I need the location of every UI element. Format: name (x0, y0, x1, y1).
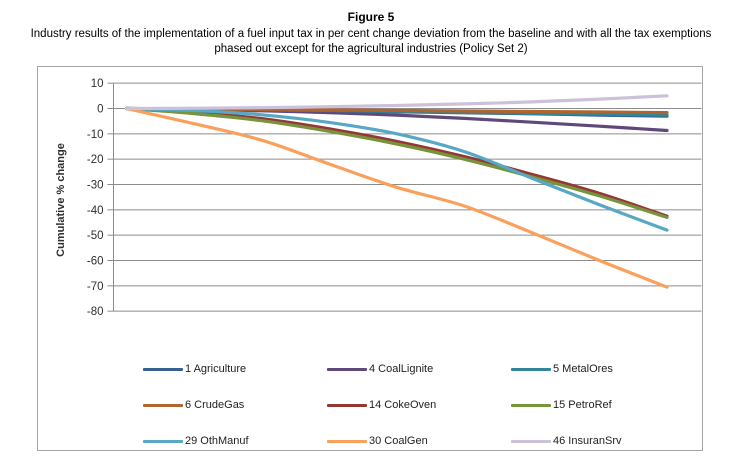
legend-label: 46 InsuranSrv (553, 435, 622, 447)
y-tick-label: -80 (87, 306, 104, 318)
legend-item-4-coallignite: 4 CoalLignite (327, 363, 511, 375)
legend-swatch (143, 439, 183, 443)
y-tick-label: -20 (87, 154, 104, 166)
legend-label: 30 CoalGen (369, 435, 428, 447)
y-tick-label: -70 (87, 281, 104, 293)
series-line-46-insuransrv (124, 94, 669, 111)
legend-item-5-metalores: 5 MetalOres (511, 363, 695, 375)
data-series-lines (124, 94, 669, 289)
legend-item-29-othmanuf: 29 OthManuf (143, 435, 327, 447)
series-line-29-othmanuf (124, 106, 669, 232)
legend-label: 6 CrudeGas (185, 399, 245, 411)
y-tick-label: -60 (87, 255, 104, 267)
y-axis-tick-labels: 10 0 -10 -20 -30 -40 -50 -60 -70 -80 (87, 78, 104, 318)
legend-item-46-insuransrv: 46 InsuranSrv (511, 435, 695, 447)
legend-swatch (511, 367, 551, 371)
legend-item-1-agriculture: 1 Agriculture (143, 363, 327, 375)
figure-title: Figure 5 (347, 10, 395, 24)
legend-swatch (327, 439, 367, 443)
legend-label: 15 PetroRef (553, 399, 612, 411)
legend-item-15-petroref: 15 PetroRef (511, 399, 695, 411)
y-tick-label: -40 (87, 205, 104, 217)
legend-swatch (143, 367, 183, 371)
legend-swatch (143, 403, 183, 407)
y-tick-label: -50 (87, 230, 104, 242)
legend-label: 4 CoalLignite (369, 363, 434, 375)
legend-label: 29 OthManuf (185, 435, 249, 447)
y-axis-ticks (107, 82, 114, 312)
series-line-15-petroref (124, 106, 669, 219)
series-line-30-coalgen (124, 106, 669, 289)
legend-swatch (327, 403, 367, 407)
y-tick-label: -10 (87, 129, 104, 141)
chart-legend: 1 Agriculture 4 CoalLignite 5 MetalOres 6 C… (143, 351, 695, 457)
legend-swatch (511, 439, 551, 443)
legend-item-30-coalgen: 30 CoalGen (327, 435, 511, 447)
legend-swatch (327, 367, 367, 371)
y-axis-title: Cumulative % change (55, 143, 67, 257)
y-tick-label: -30 (87, 179, 104, 191)
y-tick-label: 0 (97, 104, 103, 116)
figure-subtitle: Industry results of the implementation o… (30, 28, 712, 55)
horizontal-gridlines (113, 82, 702, 312)
legend-label: 14 CokeOven (369, 399, 437, 411)
y-tick-label: 10 (91, 78, 104, 90)
legend-item-14-cokeoven: 14 CokeOven (327, 399, 511, 411)
legend-label: 5 MetalOres (553, 363, 613, 375)
legend-swatch (511, 403, 551, 407)
legend-label: 1 Agriculture (185, 363, 247, 375)
legend-item-6-crudegas: 6 CrudeGas (143, 399, 327, 411)
